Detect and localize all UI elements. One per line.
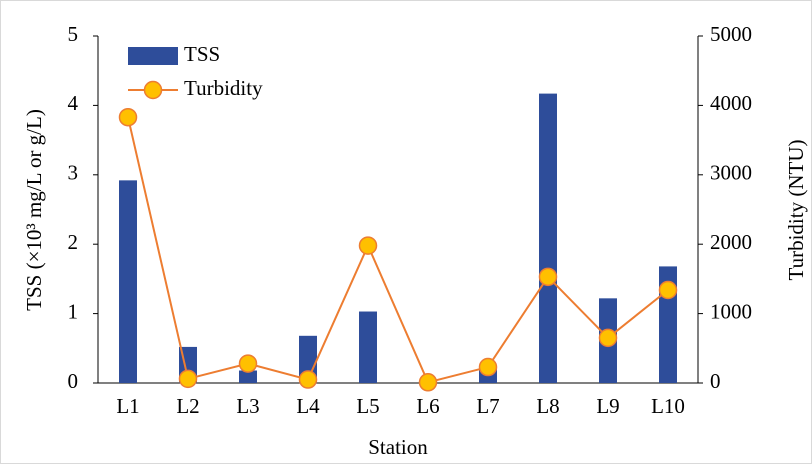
marker — [418, 373, 438, 392]
bar — [119, 180, 137, 383]
x-tick-label: L10 — [651, 394, 685, 418]
legend-swatch — [128, 47, 178, 65]
y2-tick-label: 2000 — [710, 230, 752, 254]
y2-tick-label: 4000 — [710, 91, 752, 115]
x-tick-label: L4 — [296, 394, 320, 418]
x-tick-label: L9 — [596, 394, 619, 418]
x-tick-label: L2 — [176, 394, 199, 418]
bar — [359, 311, 377, 383]
x-tick-label: L3 — [236, 394, 259, 418]
y-axis-label: TSS (×10³ mg/L or g/L) — [22, 109, 46, 311]
y2-tick-label: 0 — [710, 369, 721, 393]
y-tick-label: 4 — [68, 91, 79, 115]
marker — [178, 369, 198, 389]
x-tick-label: L6 — [416, 394, 439, 418]
bar — [239, 370, 257, 383]
y2-tick-label: 1000 — [710, 299, 752, 323]
legend-label: TSS — [184, 42, 220, 66]
marker — [478, 357, 498, 377]
y2-axis-label: Turbidity (NTU) — [784, 140, 808, 281]
marker — [118, 107, 138, 127]
bar — [539, 93, 557, 384]
marker — [298, 370, 318, 389]
y-tick-label: 0 — [68, 369, 79, 393]
x-tick-label: L5 — [356, 394, 379, 418]
marker — [658, 280, 678, 300]
x-axis-label: Station — [368, 435, 428, 459]
y-tick-label: 5 — [68, 22, 79, 46]
marker — [538, 267, 558, 287]
line — [127, 116, 669, 384]
legend-label: Turbidity — [184, 76, 263, 100]
y2-tick-label: 5000 — [710, 22, 752, 46]
y-tick-label: 3 — [68, 161, 79, 185]
x-tick-label: L7 — [476, 394, 499, 418]
legend-marker — [143, 80, 163, 100]
y2-tick-label: 3000 — [710, 161, 752, 185]
marker — [358, 236, 378, 255]
marker — [238, 354, 258, 373]
y-tick-label: 2 — [68, 230, 79, 254]
marker — [598, 328, 618, 348]
y-tick-label: 1 — [68, 299, 79, 323]
x-tick-label: L1 — [116, 394, 139, 418]
x-tick-label: L8 — [536, 394, 559, 418]
